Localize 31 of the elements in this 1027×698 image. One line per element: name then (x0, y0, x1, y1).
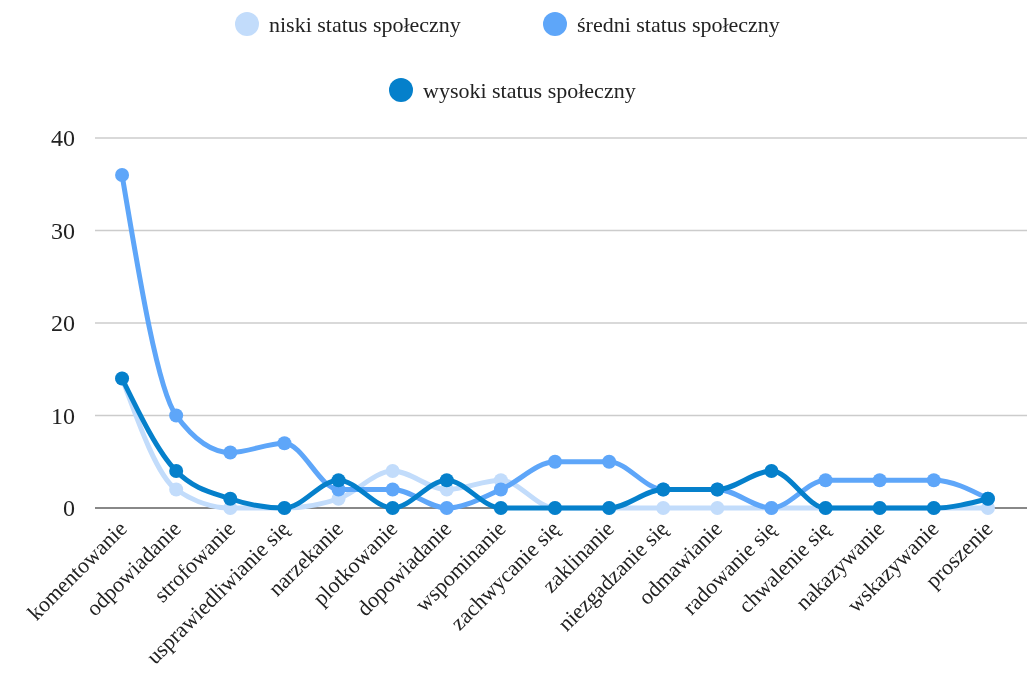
point (385, 464, 400, 478)
point (331, 473, 346, 488)
point (602, 454, 617, 469)
point (385, 501, 400, 515)
point (223, 491, 238, 506)
point (169, 482, 184, 497)
y-tick-label: 0 (63, 495, 75, 522)
legend-label: średni status społeczny (577, 11, 780, 37)
legend-label: niski status społeczny (269, 11, 461, 37)
legend-label: wysoki status społeczny (423, 77, 636, 103)
point (493, 482, 508, 497)
point (115, 168, 130, 182)
point (169, 408, 184, 423)
point (710, 501, 725, 515)
point (548, 454, 562, 469)
point (872, 473, 887, 488)
point (439, 473, 454, 488)
point (169, 464, 184, 478)
point (277, 436, 292, 451)
y-tick-label: 10 (51, 402, 75, 429)
y-tick-label: 40 (51, 125, 75, 152)
point (764, 464, 779, 478)
point (656, 501, 671, 515)
y-tick-label: 20 (51, 310, 75, 337)
point (818, 473, 833, 488)
point (926, 473, 941, 488)
point (439, 501, 454, 515)
point (493, 501, 508, 515)
y-tick-label: 30 (51, 217, 75, 244)
point (385, 482, 400, 497)
point (223, 445, 238, 460)
